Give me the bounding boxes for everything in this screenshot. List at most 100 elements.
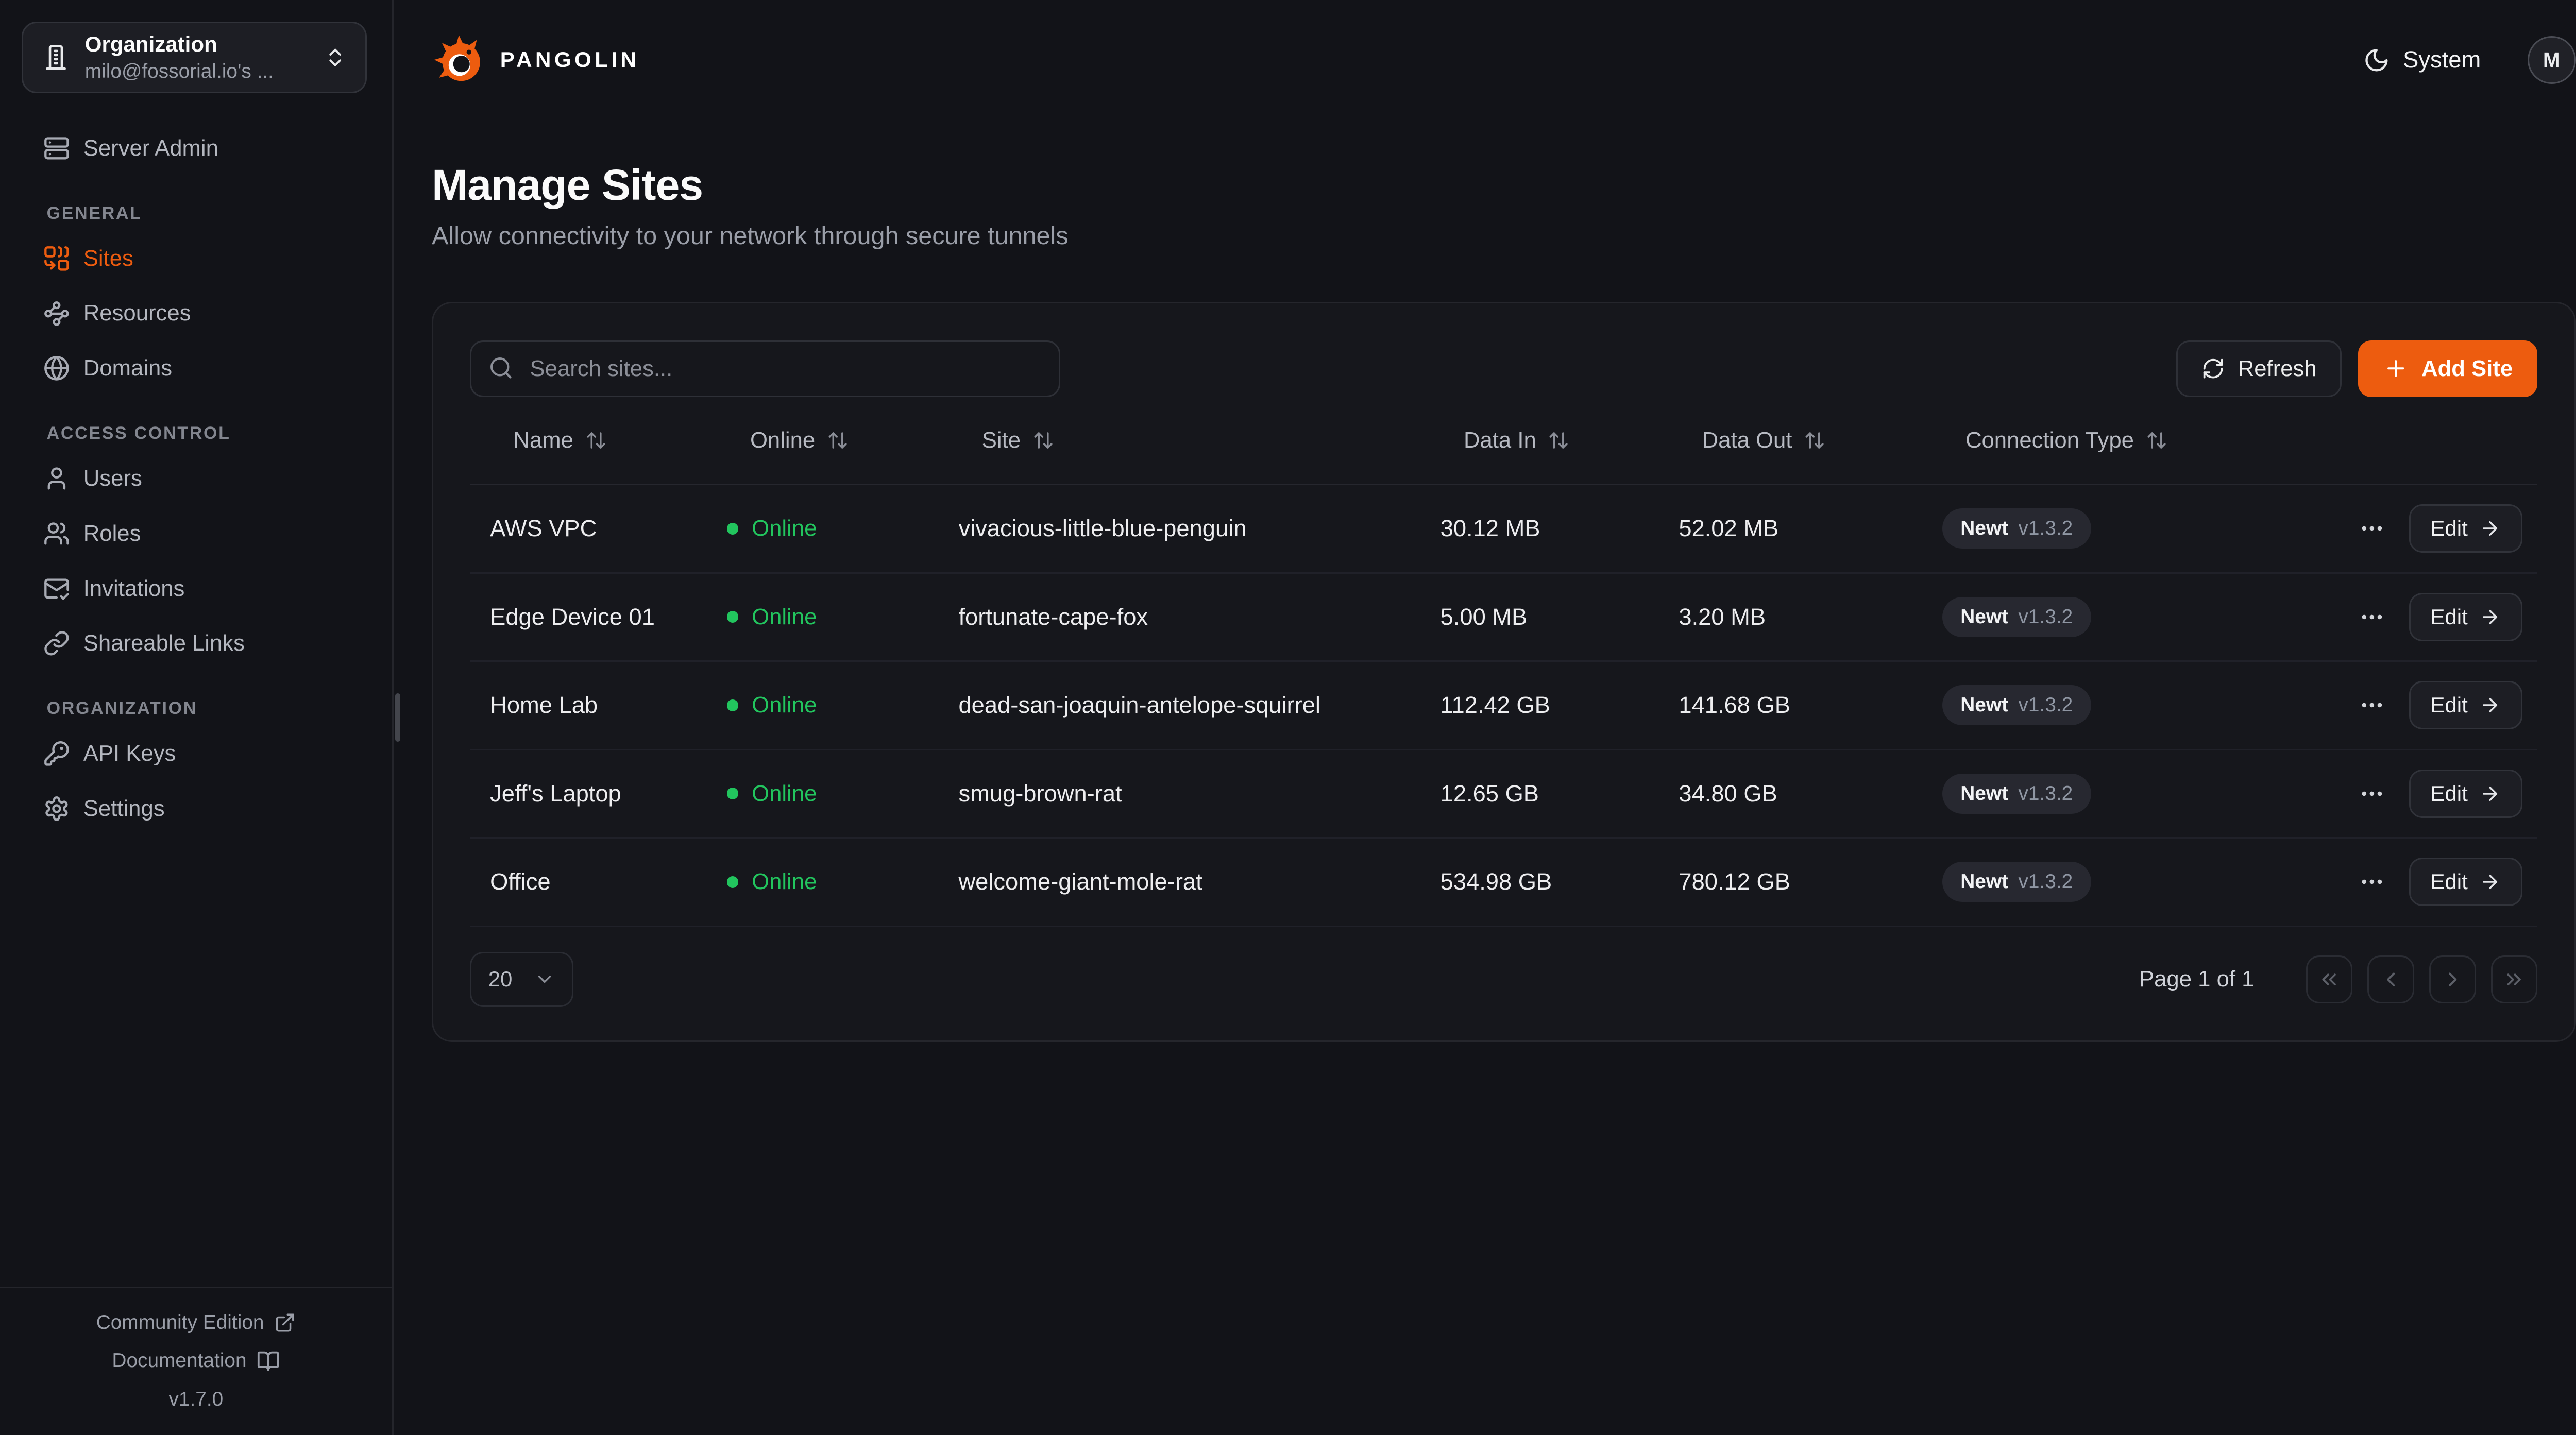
sidebar-section-title: ORGANIZATION xyxy=(46,698,197,719)
arrow-right-icon xyxy=(2479,871,2501,893)
online-status-dot xyxy=(726,876,739,888)
prev-page-button[interactable] xyxy=(2367,955,2415,1004)
column-header-site[interactable]: Site xyxy=(982,428,1054,453)
connection-type-version: v1.3.2 xyxy=(2018,605,2073,628)
sidebar-nav: Server Admin GENERAL Sites Resources Dom… xyxy=(0,93,392,1287)
edit-button[interactable]: Edit xyxy=(2409,858,2523,907)
edit-button[interactable]: Edit xyxy=(2409,681,2523,730)
page-subtitle: Allow connectivity to your network throu… xyxy=(432,222,1069,250)
sidebar-item-label: Resources xyxy=(83,300,191,326)
waypoints-icon xyxy=(43,300,70,327)
sidebar-item-api-keys[interactable]: API Keys xyxy=(22,729,370,779)
key-icon xyxy=(43,740,70,767)
row-menu-button[interactable] xyxy=(2355,777,2389,810)
sidebar-item-sites[interactable]: Sites xyxy=(22,233,370,283)
sidebar-footer: Community Edition Documentation v1.7.0 xyxy=(0,1287,392,1435)
column-label: Connection Type xyxy=(1965,427,2134,453)
documentation-label: Documentation xyxy=(112,1349,247,1372)
external-link-icon xyxy=(274,1312,296,1334)
column-header-connection-type[interactable]: Connection Type xyxy=(1965,428,2167,453)
avatar-initial: M xyxy=(2543,47,2561,72)
sidebar-item-label: Sites xyxy=(83,245,133,271)
pagination-right: Page 1 of 1 xyxy=(2139,955,2538,1004)
first-page-button[interactable] xyxy=(2306,955,2353,1004)
main-content: PANGOLIN System M Manage Sites Allow con… xyxy=(394,0,2576,1435)
search-input[interactable] xyxy=(470,340,1060,397)
sidebar-item-settings[interactable]: Settings xyxy=(22,783,370,833)
row-menu-button[interactable] xyxy=(2355,865,2389,899)
sort-icon xyxy=(1032,430,1054,451)
refresh-button[interactable]: Refresh xyxy=(2176,340,2342,397)
user-avatar[interactable]: M xyxy=(2527,36,2576,84)
org-switcher[interactable]: Organization milo@fossorial.io's ... xyxy=(22,22,367,94)
connection-type-name: Newt xyxy=(1960,782,2009,805)
connection-type-version: v1.3.2 xyxy=(2018,694,2073,716)
online-status-dot xyxy=(726,611,739,623)
book-open-icon xyxy=(257,1349,280,1373)
pangolin-logo-icon xyxy=(432,31,488,88)
connection-type-version: v1.3.2 xyxy=(2018,870,2073,893)
chevrons-right-icon xyxy=(2502,968,2526,991)
add-site-button[interactable]: Add Site xyxy=(2358,340,2538,397)
sidebar-item-users[interactable]: Users xyxy=(22,453,370,503)
edit-label: Edit xyxy=(2430,869,2468,894)
online-status-dot xyxy=(726,788,739,800)
online-status: Online xyxy=(752,604,817,629)
sidebar-item-shareable-links[interactable]: Shareable Links xyxy=(22,619,370,669)
search-box xyxy=(470,340,1060,397)
sort-icon xyxy=(2146,430,2167,451)
link-icon xyxy=(43,630,70,657)
arrow-right-icon xyxy=(2479,783,2501,805)
last-page-button[interactable] xyxy=(2490,955,2538,1004)
sort-icon xyxy=(1548,430,1569,451)
row-menu-button[interactable] xyxy=(2355,600,2389,634)
column-label: Site xyxy=(981,427,1021,453)
sidebar-resize-handle[interactable] xyxy=(395,693,400,742)
topbar: PANGOLIN System M xyxy=(394,0,2576,120)
sidebar-item-resources[interactable]: Resources xyxy=(22,288,370,338)
data-out-value: 141.68 GB xyxy=(1679,692,1790,719)
page-size-select[interactable]: 20 xyxy=(470,952,573,1007)
globe-icon xyxy=(43,355,70,382)
sidebar-item-domains[interactable]: Domains xyxy=(22,344,370,394)
sidebar: Organization milo@fossorial.io's ... Ser… xyxy=(0,0,394,1435)
column-header-data-in[interactable]: Data In xyxy=(1464,428,1570,453)
column-label: Data Out xyxy=(1702,427,1792,453)
edit-button[interactable]: Edit xyxy=(2409,769,2523,818)
connection-type-badge: Newt v1.3.2 xyxy=(1942,862,2091,902)
edit-button[interactable]: Edit xyxy=(2409,504,2523,553)
sidebar-item-invitations[interactable]: Invitations xyxy=(22,563,370,613)
online-status: Online xyxy=(752,869,817,895)
site-name: AWS VPC xyxy=(490,515,597,542)
brand-name: PANGOLIN xyxy=(500,47,640,72)
sidebar-section: ORGANIZATION API Keys Settings xyxy=(22,698,370,833)
version-label: v1.7.0 xyxy=(168,1388,224,1410)
users-icon xyxy=(43,520,70,547)
chevrons-left-icon xyxy=(2317,968,2341,991)
topbar-right: System M xyxy=(2353,36,2576,84)
row-actions: Edit xyxy=(2355,681,2523,730)
community-edition-link[interactable]: Community Edition xyxy=(96,1304,296,1342)
data-in-value: 12.65 GB xyxy=(1440,780,1539,807)
refresh-icon xyxy=(2201,357,2225,380)
row-actions: Edit xyxy=(2355,504,2523,553)
org-switcher-text: Organization milo@fossorial.io's ... xyxy=(85,30,309,84)
edit-button[interactable]: Edit xyxy=(2409,592,2523,641)
column-header-name[interactable]: Name xyxy=(513,428,606,453)
community-edition-label: Community Edition xyxy=(96,1311,264,1334)
theme-toggle-button[interactable]: System xyxy=(2353,45,2490,75)
sidebar-item-server-admin[interactable]: Server Admin xyxy=(22,123,370,173)
next-page-button[interactable] xyxy=(2429,955,2476,1004)
column-header-online[interactable]: Online xyxy=(750,428,849,453)
row-menu-button[interactable] xyxy=(2355,689,2389,722)
chevron-down-icon xyxy=(534,968,555,990)
documentation-link[interactable]: Documentation xyxy=(112,1342,280,1380)
arrow-right-icon xyxy=(2479,694,2501,716)
sidebar-section: GENERAL Sites Resources Domains xyxy=(22,203,370,394)
row-menu-button[interactable] xyxy=(2355,512,2389,545)
page-indicator: Page 1 of 1 xyxy=(2139,966,2255,992)
column-header-data-out[interactable]: Data Out xyxy=(1702,428,1825,453)
ellipsis-icon xyxy=(2359,692,2385,719)
sidebar-item-roles[interactable]: Roles xyxy=(22,508,370,558)
page-size-value: 20 xyxy=(488,967,513,992)
